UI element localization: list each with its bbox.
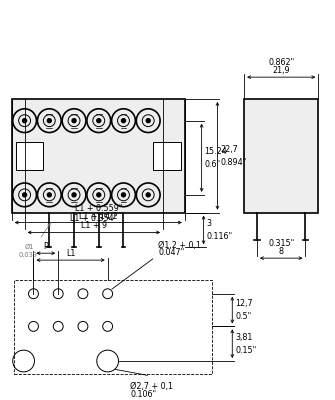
Circle shape (72, 193, 76, 197)
Text: 0.5": 0.5" (235, 312, 252, 321)
Text: L1 + 14,2: L1 + 14,2 (79, 212, 118, 220)
Text: 21,9: 21,9 (272, 66, 290, 75)
Text: 0.6": 0.6" (205, 160, 221, 169)
Text: Ø2,7 + 0,1: Ø2,7 + 0,1 (130, 382, 174, 391)
Text: Ø1,2 + 0,1: Ø1,2 + 0,1 (158, 241, 201, 250)
Bar (12, 99, 185, 213)
Circle shape (72, 119, 76, 123)
Bar (244, 99, 318, 213)
Bar (153, 142, 181, 170)
Circle shape (47, 119, 51, 123)
Text: 3,81: 3,81 (235, 333, 253, 342)
Circle shape (47, 193, 51, 197)
Circle shape (122, 119, 126, 123)
Circle shape (97, 193, 101, 197)
Text: 0.106": 0.106" (130, 390, 156, 399)
Text: L1 + 0.559": L1 + 0.559" (74, 204, 122, 213)
Text: 0.15": 0.15" (235, 346, 257, 355)
Text: L1: L1 (66, 249, 75, 258)
Circle shape (146, 119, 150, 123)
Text: 0.116": 0.116" (207, 232, 233, 241)
Text: Ø1: Ø1 (25, 244, 34, 250)
Text: L1 + 9: L1 + 9 (81, 222, 107, 230)
Text: 0.862": 0.862" (268, 58, 294, 67)
Circle shape (97, 119, 101, 123)
Text: 15.24: 15.24 (205, 147, 227, 156)
Text: 0.047": 0.047" (158, 248, 184, 257)
Circle shape (146, 193, 150, 197)
Text: 0.039": 0.039" (18, 252, 41, 258)
Text: L1 + 0.354": L1 + 0.354" (70, 214, 118, 222)
Text: 22,7: 22,7 (220, 145, 238, 154)
Text: 3: 3 (207, 219, 212, 228)
Text: 8: 8 (279, 247, 284, 256)
Text: 12,7: 12,7 (235, 299, 253, 308)
Circle shape (122, 193, 126, 197)
Bar (14, 280, 211, 374)
Bar (16, 142, 43, 170)
Text: 0.315": 0.315" (268, 239, 294, 248)
Circle shape (22, 119, 26, 123)
Text: P: P (44, 242, 48, 251)
Circle shape (22, 193, 26, 197)
Text: 0.894": 0.894" (220, 158, 247, 167)
